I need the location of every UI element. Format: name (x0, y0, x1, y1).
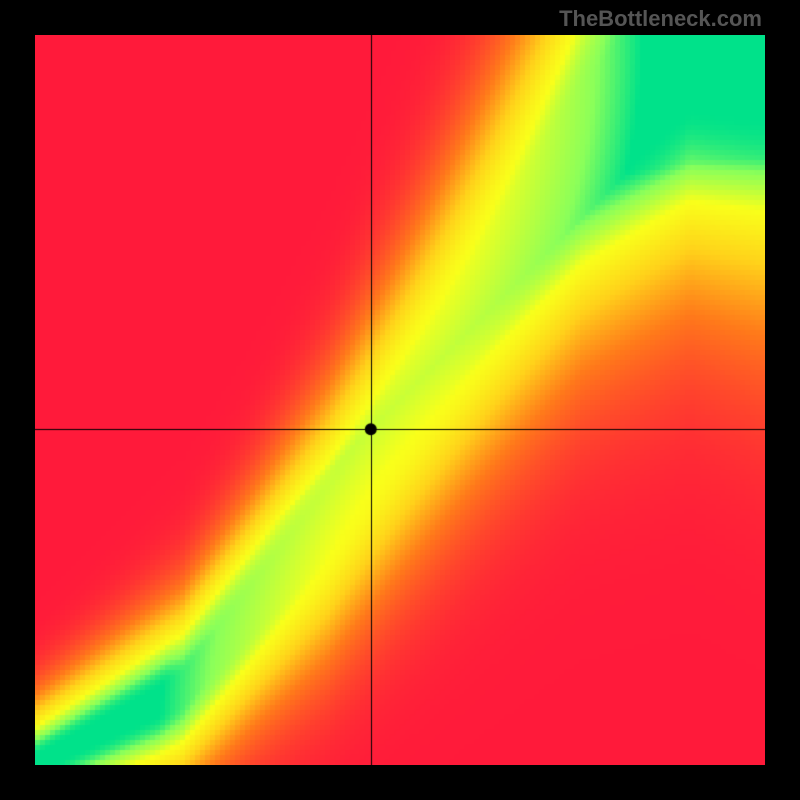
chart-container: { "canvas": { "width": 800, "height": 80… (0, 0, 800, 800)
watermark-text: TheBottleneck.com (559, 6, 762, 32)
bottleneck-heatmap (35, 35, 765, 765)
